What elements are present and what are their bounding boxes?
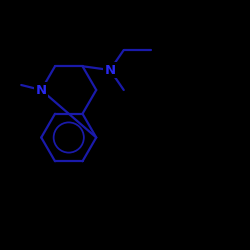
Text: N: N	[36, 84, 47, 96]
Text: N: N	[104, 64, 116, 76]
